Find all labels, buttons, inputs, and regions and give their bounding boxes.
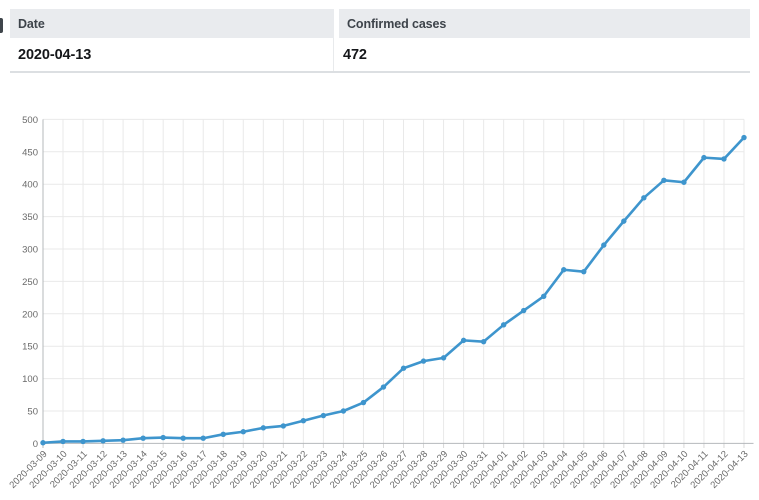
data-point[interactable] [220, 431, 226, 438]
y-tick-label: 350 [22, 212, 38, 223]
data-point[interactable] [601, 242, 607, 248]
data-point[interactable] [701, 154, 707, 161]
header-date-label: Date [18, 16, 45, 31]
y-tick-label: 100 [22, 374, 38, 385]
y-tick-label: 450 [22, 147, 38, 158]
data-point[interactable] [741, 134, 747, 141]
data-point[interactable] [500, 322, 507, 328]
data-point[interactable] [280, 423, 287, 429]
data-point[interactable] [641, 195, 647, 201]
data-point[interactable] [561, 267, 567, 273]
data-point[interactable] [100, 438, 106, 444]
chart-canvas[interactable]: 0501001502002503003504004505002020-03-09… [0, 100, 759, 500]
data-point[interactable] [460, 337, 467, 344]
summary-table: Date Confirmed cases 2020-04-13 472 [10, 9, 750, 73]
data-point[interactable] [541, 293, 547, 300]
data-point[interactable] [581, 268, 587, 275]
data-point[interactable] [320, 412, 327, 419]
y-tick-label: 250 [22, 277, 38, 288]
cases-value: 472 [343, 46, 367, 63]
y-tick-label: 200 [22, 309, 38, 320]
table-header-date: Date [10, 9, 334, 38]
clipped-edge-artifact [0, 18, 3, 33]
data-point[interactable] [80, 438, 86, 445]
data-point[interactable] [340, 408, 347, 414]
data-point[interactable] [160, 434, 166, 441]
data-point[interactable] [300, 418, 307, 424]
table-header-row: Date Confirmed cases [10, 9, 750, 38]
y-tick-label: 50 [27, 407, 38, 418]
y-tick-label: 400 [22, 180, 38, 191]
data-point[interactable] [260, 425, 267, 431]
date-value: 2020-04-13 [18, 46, 92, 63]
data-point[interactable] [200, 435, 206, 441]
y-tick-label: 300 [22, 245, 38, 256]
data-point[interactable] [520, 307, 527, 314]
data-point[interactable] [420, 358, 427, 364]
table-cell-cases: 472 [333, 38, 750, 71]
data-point[interactable] [400, 365, 407, 371]
data-point[interactable] [120, 437, 126, 443]
y-tick-label: 500 [22, 115, 38, 126]
data-point[interactable] [480, 338, 487, 345]
y-tick-label: 0 [33, 439, 38, 450]
data-point[interactable] [360, 399, 367, 406]
data-point[interactable] [40, 440, 46, 446]
header-cases-label: Confirmed cases [347, 16, 447, 31]
line-chart[interactable]: 0 50 100 150 200 250 300 350 400 450 500 2020-03-09… [0, 100, 759, 500]
data-point[interactable] [681, 179, 687, 185]
table-row: 2020-04-13 472 [10, 38, 750, 73]
data-point[interactable] [621, 218, 627, 224]
data-point[interactable] [240, 429, 246, 435]
data-point[interactable] [440, 355, 447, 361]
data-point[interactable] [60, 438, 66, 445]
table-cell-date: 2020-04-13 [10, 38, 333, 71]
data-point[interactable] [140, 435, 146, 441]
series-line [41, 136, 746, 445]
data-point[interactable] [721, 156, 727, 162]
data-point[interactable] [180, 435, 186, 441]
y-tick-label: 150 [22, 342, 38, 353]
data-point[interactable] [661, 177, 667, 184]
data-point[interactable] [380, 384, 387, 390]
table-header-confirmed-cases: Confirmed cases [339, 9, 750, 38]
